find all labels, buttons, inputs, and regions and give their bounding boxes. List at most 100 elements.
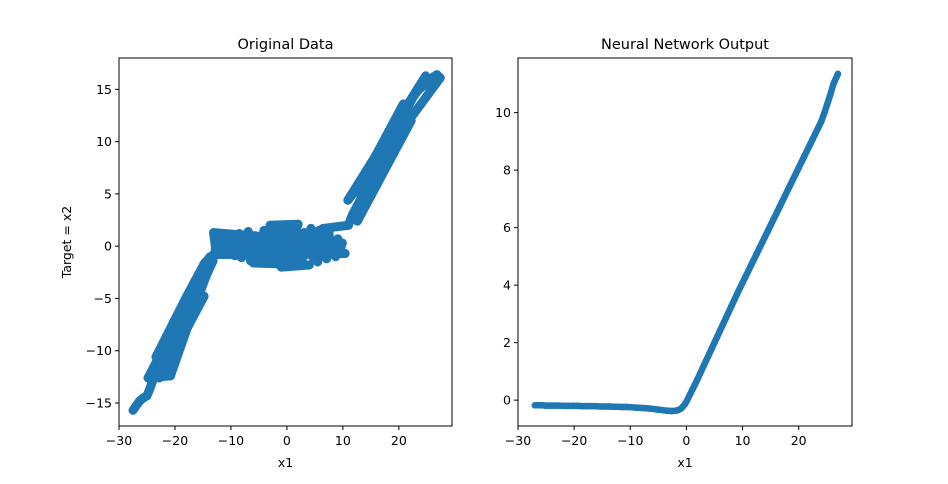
left-data-point [337,246,343,252]
left-data-point [206,264,212,270]
left-x-tick-label: 10 [335,433,351,448]
right-data-point [725,309,731,315]
left-data-point [363,201,369,207]
right-data-point [827,92,833,98]
right-y-tick-label: 4 [503,278,511,293]
right-data-point [779,199,785,205]
left-y-tick-label: 0 [104,239,112,254]
left-y-tick-label: −5 [94,291,112,306]
right-data-point [765,228,771,234]
right-data-point [737,285,743,291]
left-data-point [220,233,226,239]
right-points [532,71,842,415]
left-data-point [238,254,244,260]
left-data-point [299,259,305,265]
right-data-point [767,222,773,228]
left-data-point [408,118,414,124]
right-data-point [795,165,801,171]
right-data-point [700,364,706,370]
right-x-tick-label: −10 [617,433,643,448]
right-data-point [708,345,714,351]
left-data-point [425,80,431,86]
right-x-tick-label: −30 [505,433,531,448]
left-data-point [192,310,198,316]
left-data-point [295,221,301,227]
left-data-point [267,222,273,228]
left-data-point [256,239,262,245]
right-data-point [812,130,818,136]
left-data-point [250,242,256,248]
left-data-point [153,354,159,360]
left-data-point [308,225,314,231]
left-data-point [312,238,318,244]
left-data-point [332,253,338,259]
right-data-point [748,262,754,268]
left-chart-title: Original Data [238,37,334,53]
left-data-point [261,227,267,233]
right-data-point [807,142,813,148]
right-data-point [692,382,698,388]
left-data-point [148,381,154,387]
left-data-point [314,259,320,265]
right-data-point [770,216,776,222]
right-data-point [804,147,810,153]
right-data-point [793,170,799,176]
right-data-point [824,101,830,107]
right-data-point [801,153,807,159]
left-data-point [254,253,260,259]
left-y-axis-label: Target = x2 [59,206,74,279]
left-data-point [187,315,193,321]
left-x-tick-label: −30 [106,433,132,448]
left-data-point [345,197,351,203]
right-x-tick-label: −20 [561,433,587,448]
right-data-point [714,333,720,339]
right-data-point [742,274,748,280]
left-data-point [192,277,198,283]
right-data-point [734,291,740,297]
right-data-point [787,182,793,188]
left-data-point [272,249,278,255]
right-data-point [784,188,790,194]
left-data-point [372,184,378,190]
left-data-point [222,250,228,256]
left-data-point [241,238,247,244]
left-y-tick-label: 5 [104,186,112,201]
left-points [130,72,444,414]
right-data-point [776,205,782,211]
right-data-point [810,136,816,142]
left-data-point [245,228,251,234]
right-data-point [751,257,757,263]
left-data-point [183,327,189,333]
left-data-point [279,230,285,236]
left-data-point [319,245,325,251]
right-data-point [689,387,695,393]
left-x-tick-label: −20 [162,433,188,448]
right-data-point [728,303,734,309]
right-data-point [798,159,804,165]
left-data-point [278,264,284,270]
left-data-point [201,293,207,299]
left-data-point [400,101,406,107]
left-data-point [174,343,180,349]
left-data-point [267,257,273,263]
left-data-point [207,253,213,259]
left-data-point [301,229,307,235]
right-data-point [773,211,779,217]
left-y-tick-label: 15 [96,82,112,97]
left-x-axis-label: x1 [278,455,293,470]
left-data-point [274,240,280,246]
right-y-tick-label: 0 [503,393,511,408]
left-data-point [294,247,300,253]
right-x-tick-label: 10 [735,433,751,448]
left-data-point [355,185,361,191]
left-data-point [146,387,152,393]
left-data-point [290,261,296,267]
left-data-point [382,134,388,140]
left-x-tick-label: 0 [283,433,291,448]
right-data-point [781,193,787,199]
left-data-point [210,229,216,235]
right-data-point [815,124,821,130]
left-data-point [155,364,161,370]
left-data-point [391,118,397,124]
